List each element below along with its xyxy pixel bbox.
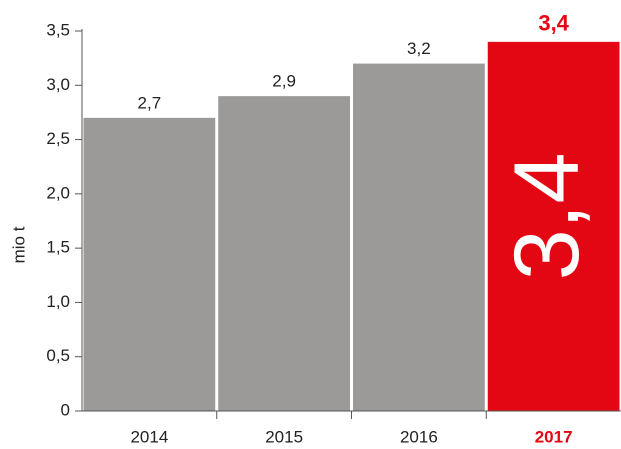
bar [218,96,350,412]
y-tick-label: 2,5 [46,129,70,148]
bar [83,117,216,411]
y-tick-label: 0,5 [46,346,70,365]
bar [353,63,485,411]
value-label: 2,7 [138,93,162,112]
value-label: 3,4 [538,11,569,36]
x-tick-label: 2014 [130,427,168,446]
value-label: 3,2 [407,39,431,58]
y-tick-label: 3,0 [46,75,70,94]
value-label: 2,9 [272,72,296,91]
y-tick-label: 0 [61,400,70,419]
y-tick-label: 3,5 [46,20,70,39]
y-tick-label: 2,0 [46,183,70,202]
bar [487,41,620,411]
x-tick-label: 2017 [535,427,573,446]
big-value-label: 3,4 [496,152,598,280]
x-tick-label: 2015 [265,427,303,446]
y-tick-label: 1,5 [46,238,70,257]
x-tick-label: 2016 [400,427,438,446]
y-tick-label: 1,0 [46,292,70,311]
y-axis-label: mio t [9,226,28,263]
